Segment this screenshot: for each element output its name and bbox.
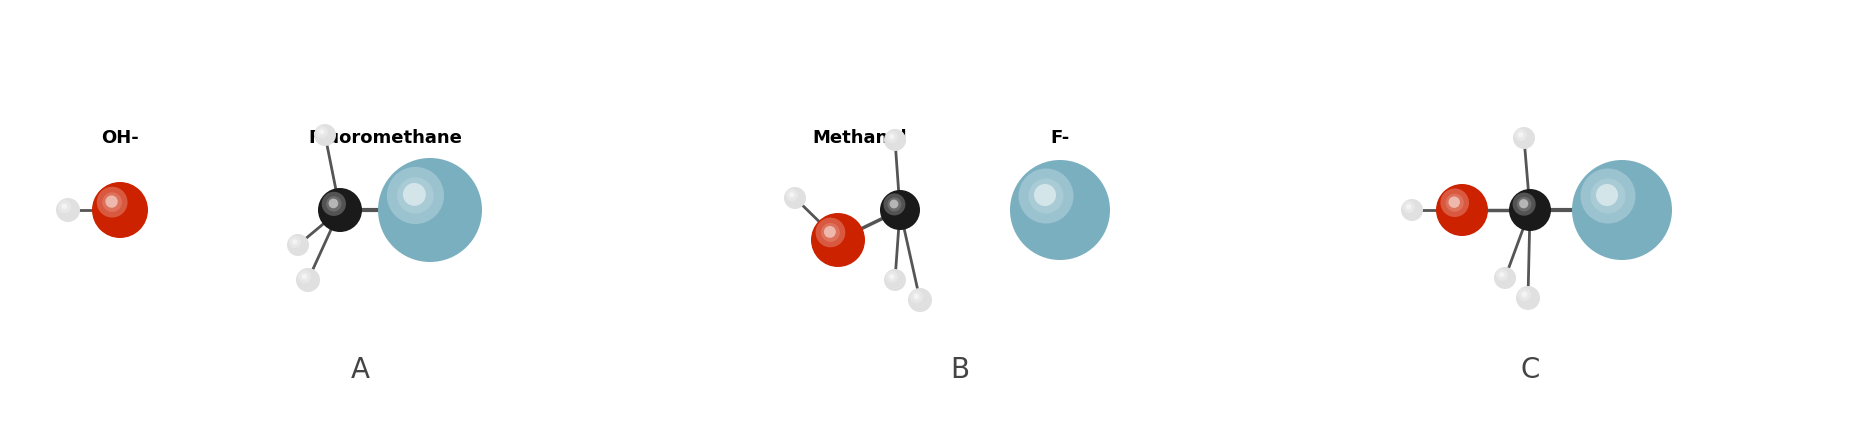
- Circle shape: [1402, 199, 1424, 221]
- Circle shape: [884, 129, 907, 151]
- Circle shape: [888, 133, 895, 141]
- Circle shape: [56, 198, 80, 222]
- Circle shape: [886, 271, 897, 283]
- Circle shape: [106, 196, 119, 208]
- Circle shape: [387, 167, 445, 224]
- Circle shape: [1509, 189, 1552, 231]
- Text: C: C: [1520, 356, 1539, 384]
- Circle shape: [1441, 188, 1468, 217]
- Circle shape: [788, 191, 795, 199]
- Circle shape: [790, 192, 794, 197]
- Circle shape: [816, 217, 845, 247]
- Circle shape: [1035, 184, 1057, 206]
- Circle shape: [302, 274, 308, 279]
- Circle shape: [378, 158, 482, 262]
- Circle shape: [1517, 197, 1531, 211]
- Circle shape: [786, 189, 797, 201]
- Circle shape: [326, 196, 341, 211]
- Circle shape: [323, 192, 347, 216]
- Circle shape: [1518, 288, 1531, 301]
- Circle shape: [1029, 178, 1064, 214]
- Text: Methanol: Methanol: [812, 129, 907, 147]
- Circle shape: [910, 290, 923, 303]
- Circle shape: [1437, 184, 1489, 236]
- Circle shape: [890, 199, 899, 208]
- Circle shape: [888, 273, 895, 281]
- Circle shape: [1517, 286, 1541, 310]
- Circle shape: [328, 199, 337, 208]
- Circle shape: [315, 126, 328, 138]
- Circle shape: [1518, 199, 1528, 208]
- Circle shape: [300, 273, 310, 281]
- Circle shape: [1596, 184, 1619, 206]
- Circle shape: [914, 294, 920, 299]
- Circle shape: [821, 223, 840, 242]
- Circle shape: [297, 268, 321, 292]
- Circle shape: [1448, 196, 1459, 208]
- Circle shape: [1572, 160, 1672, 260]
- Circle shape: [291, 238, 298, 246]
- Circle shape: [402, 183, 426, 206]
- Circle shape: [1580, 169, 1635, 223]
- Circle shape: [1018, 169, 1073, 223]
- Circle shape: [1513, 193, 1535, 216]
- Circle shape: [96, 187, 128, 217]
- Circle shape: [1522, 292, 1528, 297]
- Circle shape: [102, 192, 122, 212]
- Circle shape: [912, 292, 921, 301]
- Circle shape: [1513, 127, 1535, 149]
- Circle shape: [1010, 160, 1111, 260]
- Circle shape: [61, 204, 67, 209]
- Circle shape: [908, 288, 933, 312]
- Circle shape: [888, 197, 901, 211]
- Circle shape: [1446, 193, 1465, 212]
- Text: B: B: [951, 356, 970, 384]
- Circle shape: [1405, 203, 1413, 211]
- Circle shape: [1403, 201, 1415, 213]
- Circle shape: [313, 124, 336, 146]
- Circle shape: [293, 239, 297, 244]
- Circle shape: [289, 236, 300, 248]
- Circle shape: [57, 200, 70, 213]
- Circle shape: [319, 129, 324, 134]
- Circle shape: [823, 226, 836, 238]
- Circle shape: [61, 202, 69, 211]
- Circle shape: [784, 187, 806, 209]
- Circle shape: [319, 128, 326, 136]
- Circle shape: [397, 177, 434, 214]
- Circle shape: [890, 134, 894, 139]
- Circle shape: [1496, 269, 1507, 281]
- Circle shape: [1407, 204, 1411, 209]
- Circle shape: [1518, 132, 1524, 137]
- Circle shape: [287, 234, 310, 256]
- Circle shape: [881, 190, 920, 230]
- Circle shape: [1494, 267, 1517, 289]
- Circle shape: [1591, 178, 1626, 214]
- Circle shape: [886, 131, 897, 143]
- Text: A: A: [350, 356, 369, 384]
- Text: OH-: OH-: [102, 129, 139, 147]
- Circle shape: [1500, 272, 1504, 277]
- Text: F-: F-: [1051, 129, 1070, 147]
- Circle shape: [883, 193, 905, 215]
- Circle shape: [1520, 291, 1530, 299]
- Circle shape: [1517, 131, 1524, 139]
- Circle shape: [890, 274, 894, 279]
- Circle shape: [93, 182, 148, 238]
- Circle shape: [1515, 129, 1528, 141]
- Circle shape: [319, 188, 362, 232]
- Circle shape: [1498, 271, 1505, 279]
- Circle shape: [884, 269, 907, 291]
- Circle shape: [810, 213, 866, 267]
- Circle shape: [298, 270, 311, 283]
- Text: Fluoromethane: Fluoromethane: [308, 129, 462, 147]
